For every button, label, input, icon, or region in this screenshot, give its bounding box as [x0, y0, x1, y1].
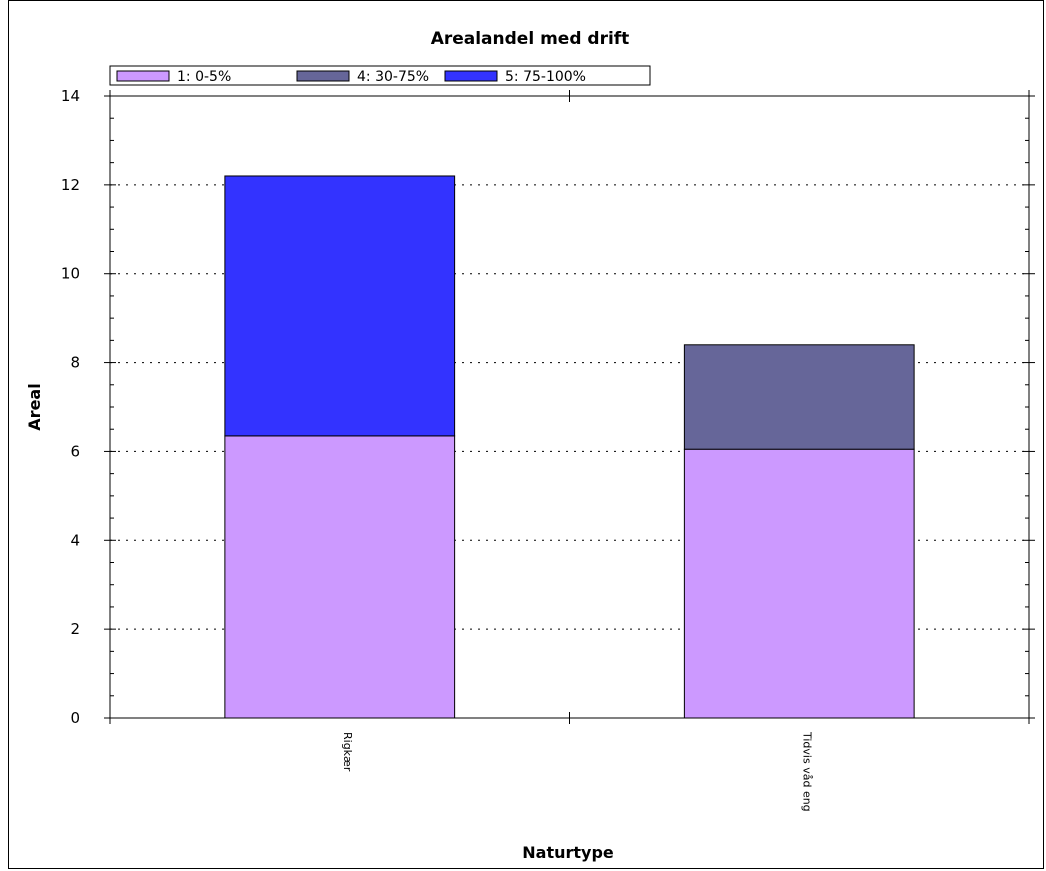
y-tick-label: 8 — [70, 354, 80, 372]
legend-box — [109, 65, 651, 86]
bar-segment — [683, 448, 915, 719]
y-tick-label: 6 — [70, 442, 80, 460]
legend-swatch — [296, 70, 350, 82]
category-label: Tidvis våd eng — [800, 731, 813, 812]
bar-segment — [224, 175, 456, 437]
x-axis-title: Naturtype — [522, 843, 614, 862]
legend-swatch — [116, 70, 170, 82]
bars — [224, 175, 915, 719]
category-label: Rigkær — [341, 732, 354, 772]
y-tick-label: 12 — [61, 176, 80, 194]
legend-swatch — [444, 70, 498, 82]
legend-label: 5: 75-100% — [505, 69, 586, 85]
y-tick-label: 14 — [61, 87, 80, 105]
legend-label: 1: 0-5% — [177, 69, 231, 85]
y-tick-label: 2 — [70, 620, 80, 638]
legend: 1: 0-5% 4: 30-75% 5: 75-100% — [109, 65, 651, 86]
legend-label: 4: 30-75% — [357, 69, 429, 85]
y-axis-title: Areal — [25, 383, 44, 430]
bar-segment — [683, 344, 915, 450]
y-tick-label: 4 — [70, 531, 80, 549]
bar-segment — [224, 435, 456, 719]
y-tick-label: 0 — [70, 709, 80, 727]
chart-title: Arealandel med drift — [431, 29, 630, 49]
y-tick-label: 10 — [61, 265, 80, 283]
x-axis-ticks: Rigkær Tidvis våd eng — [109, 90, 1030, 812]
